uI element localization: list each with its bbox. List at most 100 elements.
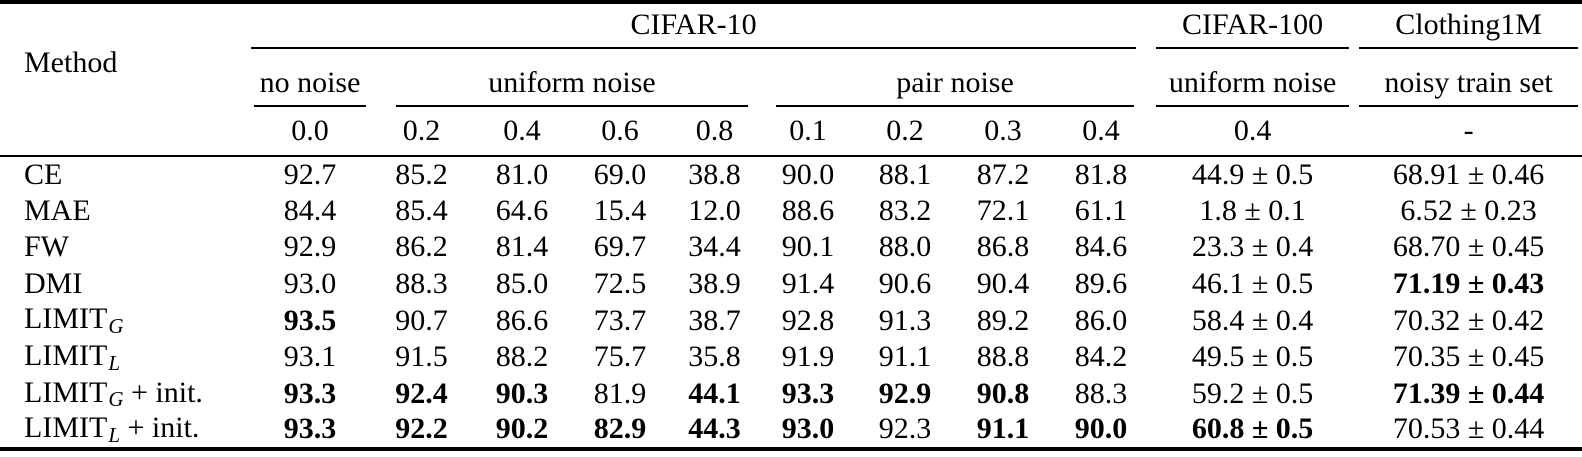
header-row-noise-types: no noise uniform noise pair noise unifor… (0, 49, 1582, 107)
value-cell: 58.4 ± 0.4 (1191, 303, 1314, 337)
value-cell: 72.5 (593, 267, 647, 301)
method-header-label: Method (24, 45, 118, 79)
value-cell: 90.8 (976, 376, 1030, 410)
method-column-header: Method (0, 2, 250, 157)
method-subscript: G (108, 387, 124, 412)
value-cell: 93.0 (781, 412, 835, 446)
noise-level-header: 0.8 (669, 107, 760, 157)
value-cell: 90.0 (781, 157, 835, 191)
method-label: LIMITL + init. (24, 411, 200, 447)
value-cell: 92.9 (283, 230, 337, 264)
header-cifar10: CIFAR-10 (250, 2, 1150, 49)
noise-level-header: 0.2 (856, 107, 954, 157)
value-cell: 38.9 (688, 267, 741, 301)
value-cell: 91.5 (395, 340, 448, 374)
value-cell: 70.35 ± 0.45 (1392, 340, 1545, 374)
value-cell: 12.0 (688, 193, 741, 227)
value-cell: 81.9 (593, 376, 647, 410)
value-cell: 64.6 (495, 193, 549, 227)
value-cell: 71.19 ± 0.43 (1392, 267, 1545, 301)
value-cell: 49.5 ± 0.5 (1191, 340, 1314, 374)
value-cell: 72.1 (976, 193, 1030, 227)
noise-level-header: 0.4 (1052, 107, 1151, 157)
value-cell: 91.1 (976, 412, 1030, 446)
value-cell: 91.3 (878, 303, 932, 337)
value-cell: 38.7 (688, 303, 741, 337)
value-cell: 89.2 (976, 303, 1030, 337)
value-cell: 91.4 (781, 267, 835, 301)
value-cell: 44.1 (688, 376, 741, 410)
method-label: MAE (24, 193, 91, 227)
value-cell: 23.3 ± 0.4 (1191, 230, 1314, 264)
method-label: LIMITG + init. (24, 375, 203, 412)
value-cell: 93.1 (283, 340, 337, 374)
value-cell: 44.3 (688, 412, 741, 446)
value-cell: 61.1 (1074, 193, 1128, 227)
value-cell: 85.0 (495, 267, 549, 301)
value-cell: 82.9 (593, 412, 647, 446)
table-row: MAE 84.4 85.4 64.6 15.4 12.0 88.6 83.2 72.1 61.1 1… (0, 193, 1582, 230)
value-cell: 93.3 (283, 412, 337, 446)
method-label: LIMITG (24, 302, 124, 338)
value-cell: 90.4 (976, 267, 1030, 301)
value-cell: 81.0 (495, 157, 549, 191)
value-cell: 88.8 (976, 340, 1030, 374)
noisy-train-set-label: noisy train set (1359, 68, 1579, 107)
noise-level-header: 0.2 (370, 107, 473, 157)
method-label: CE (24, 157, 63, 191)
cifar100-label: CIFAR-100 (1156, 10, 1350, 49)
value-cell: 86.8 (976, 230, 1030, 264)
noise-level-header: 0.1 (760, 107, 856, 157)
table-row: FW 92.9 86.2 81.4 69.7 34.4 90.1 88.0 86.8 84.6 23… (0, 229, 1582, 266)
uniform-noise-cifar100-label: uniform noise (1156, 68, 1350, 107)
value-cell: 35.8 (688, 340, 741, 374)
header-pair-noise: pair noise (760, 49, 1150, 107)
value-cell: 93.3 (283, 376, 337, 410)
cifar10-label: CIFAR-10 (251, 10, 1137, 49)
value-cell: 90.0 (1074, 412, 1128, 446)
noise-level-header: 0.4 (473, 107, 571, 157)
table-row: LIMITG + init. 93.3 92.4 90.3 81.9 44.1 93.3 92… (0, 376, 1582, 413)
value-cell: 69.0 (593, 157, 647, 191)
value-cell: 75.7 (593, 340, 647, 374)
method-subscript: G (108, 313, 124, 338)
value-cell: 92.7 (283, 157, 337, 191)
header-no-noise: no noise (250, 49, 370, 107)
value-cell: 92.8 (781, 303, 835, 337)
value-cell: 93.0 (283, 267, 337, 301)
value-cell: 90.6 (878, 267, 932, 301)
table-header: Method CIFAR-10 CIFAR-100 Clothing1M no … (0, 2, 1582, 157)
value-cell: 90.3 (495, 376, 549, 410)
table-row: DMI 93.0 88.3 85.0 72.5 38.9 91.4 90.6 90.4 89.6 4… (0, 266, 1582, 303)
value-cell: 59.2 ± 0.5 (1191, 376, 1314, 410)
value-cell: 70.53 ± 0.44 (1392, 412, 1545, 446)
header-noisy-train-set: noisy train set (1355, 49, 1582, 107)
value-cell: 90.2 (495, 412, 549, 446)
noise-level-header: 0.4 (1150, 107, 1356, 157)
header-clothing1m: Clothing1M (1355, 2, 1582, 49)
header-uniform-noise-cifar100: uniform noise (1150, 49, 1355, 107)
table-row: LIMITL 93.1 91.5 88.2 75.7 35.8 91.9 91.1 88.8 84… (0, 339, 1582, 376)
value-cell: 84.6 (1074, 230, 1128, 264)
value-cell: 85.4 (395, 193, 448, 227)
header-cifar100: CIFAR-100 (1150, 2, 1355, 49)
value-cell: 88.1 (878, 157, 932, 191)
value-cell: 44.9 ± 0.5 (1191, 157, 1314, 191)
value-cell: 85.2 (395, 157, 448, 191)
value-cell: 46.1 ± 0.5 (1191, 267, 1314, 301)
value-cell: 86.6 (495, 303, 549, 337)
noise-level-header: 0.6 (571, 107, 669, 157)
value-cell: 88.0 (878, 230, 932, 264)
value-cell: 90.7 (395, 303, 448, 337)
table-row: LIMITG 93.5 90.7 86.6 73.7 38.7 92.8 91.3 89.2 86… (0, 302, 1582, 339)
value-cell: 71.39 ± 0.44 (1392, 376, 1545, 410)
value-cell: 88.6 (781, 193, 835, 227)
value-cell: 73.7 (593, 303, 647, 337)
uniform-noise-label: uniform noise (396, 68, 748, 107)
noise-level-header: - (1355, 107, 1582, 157)
noise-level-header: 0.0 (250, 107, 370, 157)
value-cell: 60.8 ± 0.5 (1191, 412, 1314, 446)
header-row-datasets: Method CIFAR-10 CIFAR-100 Clothing1M (0, 2, 1582, 157)
results-table-body: CE 92.7 85.2 81.0 69.0 38.8 90.0 88.1 87.2 81.8 44… (0, 156, 1582, 449)
